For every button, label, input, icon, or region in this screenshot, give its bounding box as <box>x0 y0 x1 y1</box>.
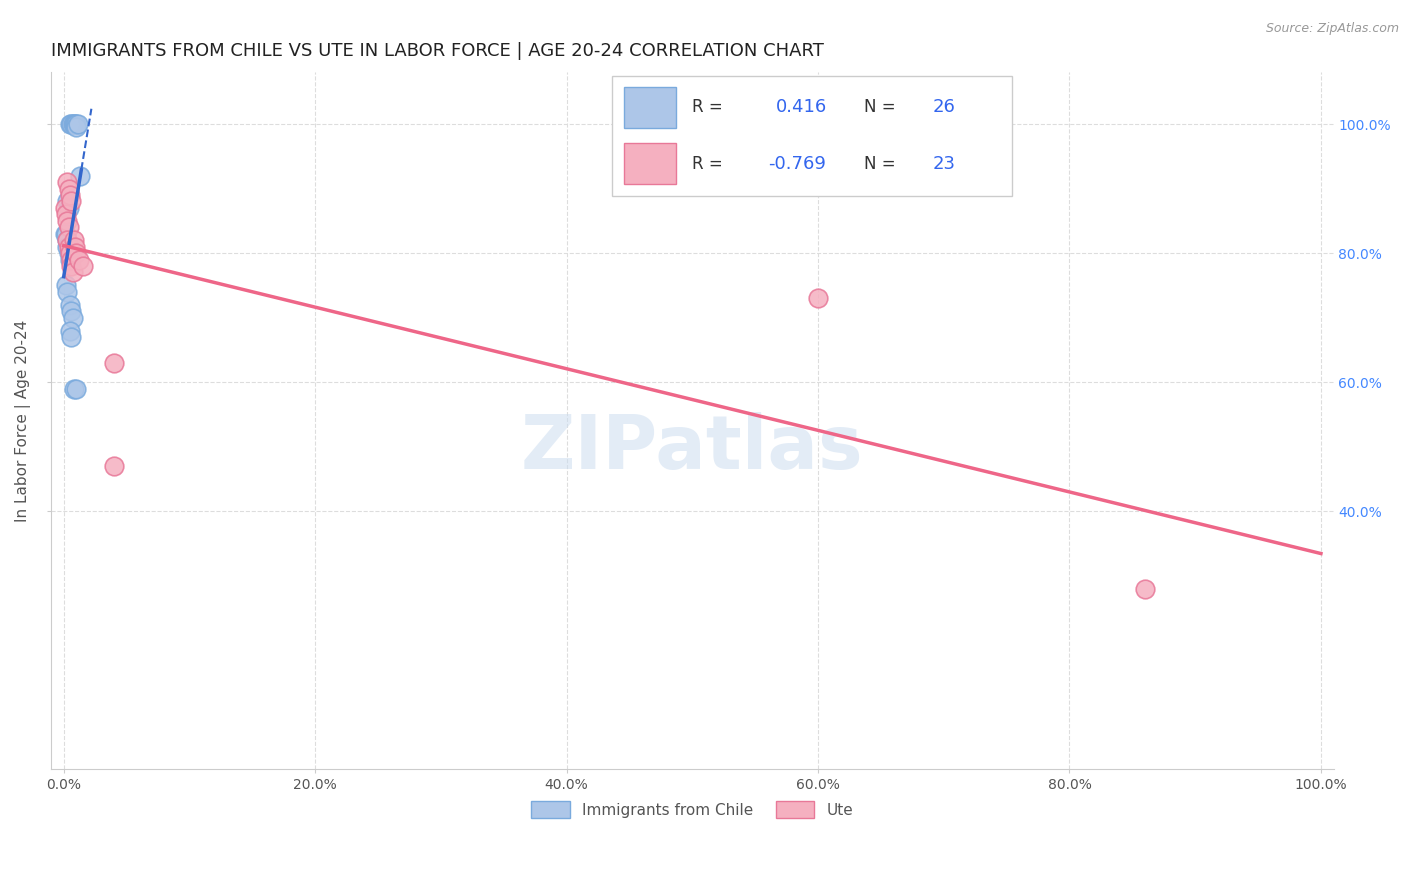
Point <box>60 259 83 273</box>
Point <box>60 194 83 209</box>
Text: R =: R = <box>692 154 728 173</box>
Point <box>59 117 82 131</box>
Point <box>65 246 87 260</box>
Point <box>59 188 82 202</box>
Point <box>59 324 82 338</box>
Point <box>66 117 89 131</box>
Point <box>67 252 90 267</box>
Text: 26: 26 <box>932 98 955 116</box>
Point <box>56 233 79 247</box>
Point <box>62 265 84 279</box>
Legend: Immigrants from Chile, Ute: Immigrants from Chile, Ute <box>526 795 859 824</box>
Point <box>58 181 80 195</box>
Point <box>56 233 79 247</box>
Point <box>63 117 86 131</box>
Text: IMMIGRANTS FROM CHILE VS UTE IN LABOR FORCE | AGE 20-24 CORRELATION CHART: IMMIGRANTS FROM CHILE VS UTE IN LABOR FO… <box>51 42 824 60</box>
Point <box>60 117 83 131</box>
Text: N =: N = <box>865 98 901 116</box>
Point <box>63 240 86 254</box>
Text: Source: ZipAtlas.com: Source: ZipAtlas.com <box>1265 22 1399 36</box>
Point <box>60 252 83 267</box>
Text: R =: R = <box>692 98 728 116</box>
Point <box>56 175 79 189</box>
FancyBboxPatch shape <box>612 76 1012 196</box>
Bar <box>624 144 676 185</box>
Text: N =: N = <box>865 154 901 173</box>
Point <box>58 201 80 215</box>
Point <box>55 278 77 293</box>
Point <box>55 207 77 221</box>
Point <box>62 117 84 131</box>
Text: 23: 23 <box>932 154 955 173</box>
Point <box>53 227 76 241</box>
Text: -0.769: -0.769 <box>768 154 825 173</box>
Point <box>103 458 125 473</box>
Point <box>55 227 77 241</box>
Point <box>65 117 87 131</box>
Y-axis label: In Labor Force | Age 20-24: In Labor Force | Age 20-24 <box>15 319 31 522</box>
Point <box>62 310 84 325</box>
Point <box>56 285 79 299</box>
Point <box>59 252 82 267</box>
Point <box>60 330 83 344</box>
Point <box>58 240 80 254</box>
Point <box>53 201 76 215</box>
Point <box>65 382 87 396</box>
Point <box>58 246 80 260</box>
Point <box>1133 582 1156 596</box>
Text: 0.416: 0.416 <box>776 98 827 116</box>
Point <box>56 194 79 209</box>
Point <box>69 169 91 183</box>
Point <box>62 382 84 396</box>
Point <box>807 291 830 305</box>
Bar <box>624 87 676 128</box>
Point <box>72 259 94 273</box>
Point <box>59 246 82 260</box>
Text: ZIPatlas: ZIPatlas <box>522 412 863 485</box>
Point <box>56 240 79 254</box>
Point <box>60 304 83 318</box>
Point <box>62 117 84 131</box>
Point <box>103 356 125 370</box>
Point <box>59 298 82 312</box>
Point <box>62 233 84 247</box>
Point <box>65 120 87 135</box>
Point <box>56 214 79 228</box>
Point <box>58 220 80 235</box>
